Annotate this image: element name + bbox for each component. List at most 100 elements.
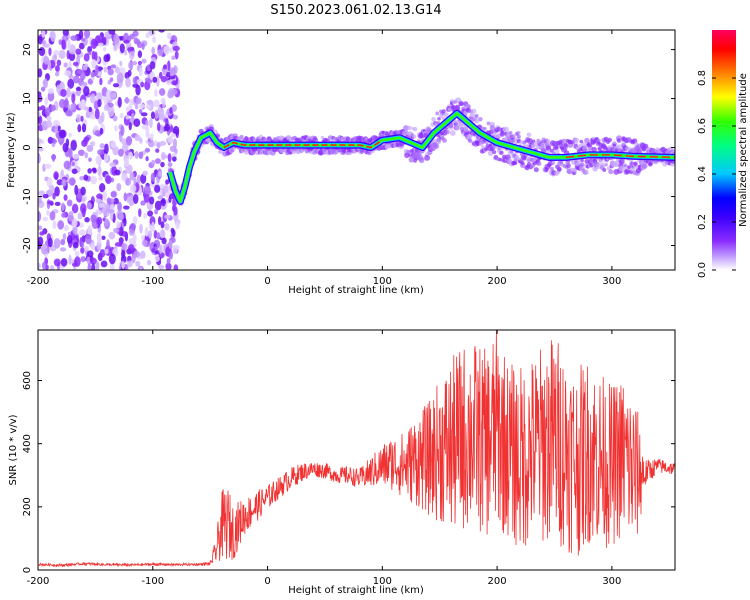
noise-speckle <box>119 43 125 54</box>
noise-speckle <box>164 223 170 231</box>
noise-speckle <box>163 45 170 55</box>
noise-speckle <box>47 200 54 205</box>
noise-speckle <box>80 247 85 254</box>
noise-speckle <box>169 106 173 114</box>
noise-speckle <box>112 146 119 156</box>
noise-speckle <box>148 196 155 205</box>
noise-speckle <box>74 250 80 257</box>
noise-speckle <box>133 118 141 127</box>
y-tick-label: 0 <box>22 144 33 150</box>
ridge-halo <box>435 111 440 116</box>
noise-speckle <box>163 185 169 193</box>
noise-speckle <box>71 161 75 167</box>
noise-speckle <box>117 96 122 108</box>
ridge-halo <box>602 168 607 172</box>
noise-speckle <box>78 149 85 156</box>
noise-speckle <box>41 40 47 45</box>
noise-speckle <box>56 179 64 186</box>
noise-speckle <box>172 45 180 52</box>
ridge-halo <box>580 162 585 167</box>
noise-speckle <box>102 46 107 52</box>
noise-speckle <box>144 147 151 153</box>
x-tick-label: 200 <box>488 276 507 287</box>
ridge-band-green <box>168 112 675 203</box>
noise-speckle <box>38 138 42 144</box>
x-tick-label: 300 <box>602 276 621 287</box>
noise-speckle <box>128 151 134 160</box>
colorbar-label: Normalized spectral amplitude <box>738 73 749 227</box>
ridge-halo <box>424 154 431 161</box>
noise-speckle <box>67 78 75 89</box>
noise-speckle <box>112 115 118 122</box>
noise-speckle <box>77 212 83 220</box>
noise-speckle <box>66 199 73 207</box>
noise-speckle <box>60 169 64 178</box>
noise-speckle <box>38 36 43 45</box>
noise-speckle <box>138 266 143 270</box>
noise-speckle <box>158 244 163 255</box>
noise-speckle <box>42 194 49 199</box>
ridge-halo <box>583 148 587 153</box>
noise-speckle <box>58 98 66 109</box>
noise-speckle <box>137 60 142 66</box>
noise-speckle <box>107 68 114 76</box>
noise-speckle <box>78 229 86 236</box>
ridge-halo <box>526 132 532 138</box>
noise-speckle <box>40 139 45 145</box>
noise-region <box>38 30 181 270</box>
noise-speckle <box>101 111 105 123</box>
noise-speckle <box>88 157 92 162</box>
noise-speckle <box>90 114 97 120</box>
x-tick-label: 0 <box>264 276 270 287</box>
colorbar-tick-label: 0.0 <box>697 262 708 278</box>
noise-speckle <box>91 50 96 61</box>
noise-speckle <box>149 61 156 70</box>
noise-speckle <box>102 190 107 202</box>
noise-speckle <box>99 143 105 149</box>
noise-speckle <box>125 115 130 120</box>
noise-speckle <box>150 133 154 141</box>
noise-speckle <box>159 187 163 198</box>
noise-speckle <box>90 38 98 50</box>
noise-speckle <box>86 144 94 153</box>
noise-speckle <box>94 129 101 137</box>
noise-speckle <box>80 115 84 122</box>
ridge-halo <box>624 168 631 175</box>
noise-speckle <box>38 106 42 111</box>
noise-speckle <box>137 50 143 58</box>
noise-speckle <box>49 104 56 112</box>
ridge-halo <box>474 119 480 124</box>
noise-speckle <box>87 168 92 174</box>
ridge-halo <box>514 155 520 160</box>
noise-speckle <box>160 97 165 104</box>
ridge-halo <box>474 113 479 118</box>
ridge-halo <box>412 134 417 139</box>
noise-speckle <box>60 238 66 246</box>
noise-speckle <box>58 49 66 59</box>
ridge-halo <box>526 138 533 144</box>
noise-speckle <box>151 159 156 166</box>
noise-speckle <box>71 168 78 175</box>
noise-speckle <box>62 142 69 153</box>
noise-speckle <box>87 262 92 270</box>
noise-speckle <box>158 71 163 79</box>
noise-speckle <box>63 225 69 232</box>
noise-speckle <box>72 153 80 160</box>
noise-speckle <box>95 64 99 76</box>
noise-speckle <box>158 30 165 33</box>
noise-speckle <box>116 72 124 84</box>
ridge-halo <box>633 161 638 166</box>
ridge-halo <box>458 101 464 106</box>
noise-speckle <box>110 191 117 198</box>
ridge-halo <box>627 165 631 169</box>
noise-speckle <box>104 143 109 155</box>
noise-speckle <box>44 96 48 106</box>
noise-speckle <box>119 112 124 119</box>
ridge-halo <box>499 131 505 137</box>
noise-speckle <box>148 30 156 36</box>
noise-speckle <box>157 49 164 57</box>
noise-speckle <box>79 70 86 81</box>
noise-speckle <box>152 36 156 44</box>
noise-speckle <box>95 260 100 270</box>
noise-speckle <box>53 238 61 249</box>
